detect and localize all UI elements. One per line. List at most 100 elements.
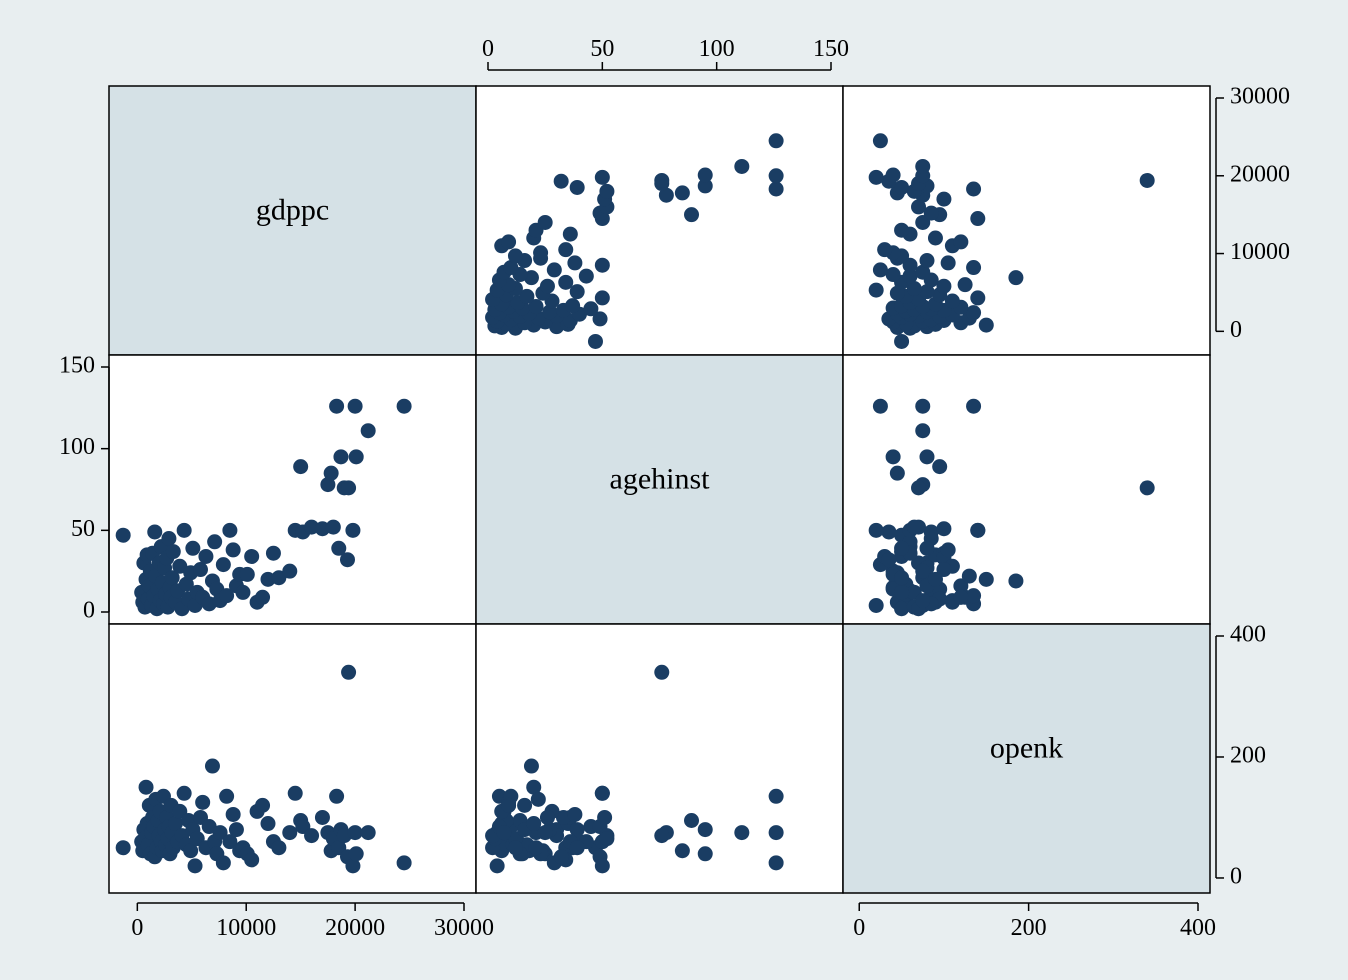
tick-label-left-50: 50 [71,516,95,542]
point-gdppc-vs-openk-31 [167,816,183,832]
point-agehinst-vs-openk-42 [539,809,555,825]
point-gdppc-vs-agehinst-36 [178,576,194,592]
point-agehinst-vs-gdppc-36 [519,288,535,304]
point-gdppc-vs-agehinst-60 [255,589,271,605]
point-openk-vs-gdppc-35 [970,290,986,306]
point-openk-vs-agehinst-67 [923,524,939,540]
point-gdppc-vs-openk-46 [204,758,220,774]
point-gdppc-vs-agehinst-81 [348,449,364,465]
point-openk-vs-agehinst-42 [936,562,952,578]
point-openk-vs-agehinst-51 [966,588,982,604]
point-gdppc-vs-agehinst-51 [219,588,235,604]
point-openk-vs-agehinst-53 [940,542,956,558]
point-openk-vs-gdppc-60 [953,234,969,250]
point-openk-vs-gdppc-82 [915,158,931,174]
point-gdppc-vs-agehinst-47 [207,534,223,550]
point-agehinst-vs-gdppc-73 [768,181,784,197]
point-openk-vs-gdppc-33 [944,293,960,309]
point-openk-vs-agehinst-60 [953,589,969,605]
point-agehinst-vs-gdppc-56 [507,248,523,264]
point-gdppc-vs-agehinst-77 [339,552,355,568]
point-agehinst-vs-gdppc-81 [697,167,713,183]
point-openk-vs-agehinst-83 [872,398,888,414]
point-gdppc-vs-openk-80 [347,825,363,841]
point-openk-vs-gdppc-40 [868,282,884,298]
point-agehinst-vs-gdppc-0 [587,333,603,349]
diagonal-panel-openk [842,623,1211,894]
point-openk-vs-gdppc-79 [868,169,884,185]
tick-label-left-150: 150 [59,353,95,379]
point-agehinst-vs-openk-66 [684,813,700,829]
point-gdppc-vs-agehinst-74 [331,540,347,556]
point-gdppc-vs-agehinst-63 [271,570,287,586]
tick-label-right-bottom-200: 200 [1230,742,1266,768]
point-agehinst-vs-openk-81 [697,846,713,862]
point-agehinst-vs-gdppc-53 [567,255,583,271]
scatter-markers [115,133,1155,874]
point-openk-vs-gdppc-46 [1008,270,1024,286]
point-openk-vs-agehinst-64 [915,563,931,579]
point-openk-vs-agehinst-56 [894,584,910,600]
point-agehinst-vs-openk-53 [567,806,583,822]
point-agehinst-vs-gdppc-47 [578,268,594,284]
point-gdppc-vs-agehinst-29 [164,570,180,586]
point-gdppc-vs-agehinst-71 [323,465,339,481]
tick-label-left-0: 0 [83,598,95,624]
point-gdppc-vs-openk-35 [176,785,192,801]
point-openk-vs-agehinst-40 [868,597,884,613]
point-agehinst-vs-openk-64 [537,825,553,841]
point-agehinst-vs-openk-49 [496,825,512,841]
point-openk-vs-agehinst-66 [932,459,948,475]
point-agehinst-vs-openk-74 [569,840,585,856]
point-openk-vs-agehinst-5 [978,571,994,587]
point-agehinst-vs-openk-14 [530,791,546,807]
point-openk-vs-agehinst-76 [911,480,927,496]
point-agehinst-vs-gdppc-83 [768,133,784,149]
point-agehinst-vs-gdppc-80 [768,168,784,184]
point-gdppc-vs-openk-81 [348,846,364,862]
point-openk-vs-agehinst-79 [868,522,884,538]
point-openk-vs-gdppc-47 [902,268,918,284]
point-gdppc-vs-openk-45 [201,819,217,835]
point-agehinst-vs-gdppc-70 [658,187,674,203]
point-gdppc-vs-openk-63 [271,840,287,856]
point-gdppc-vs-openk-79 [345,858,361,874]
point-gdppc-vs-openk-49 [212,825,228,841]
point-openk-vs-gdppc-53 [940,255,956,271]
point-openk-vs-gdppc-51 [966,260,982,276]
point-gdppc-vs-openk-69 [314,809,330,825]
point-agehinst-vs-openk-69 [597,809,613,825]
point-openk-vs-agehinst-75 [919,449,935,465]
point-gdppc-vs-openk-50 [215,855,231,871]
point-agehinst-vs-openk-39 [569,822,585,838]
point-agehinst-vs-gdppc-66 [684,207,700,223]
point-openk-vs-agehinst-61 [927,571,943,587]
point-openk-vs-agehinst-81 [885,449,901,465]
tick-label-bottom-left-20000: 20000 [325,915,385,941]
point-agehinst-vs-gdppc-58 [558,242,574,258]
tick-label-bottom-left-10000: 10000 [216,915,276,941]
tick-label-top-50: 50 [590,36,614,62]
point-openk-vs-gdppc-81 [885,167,901,183]
point-agehinst-vs-openk-71 [674,843,690,859]
point-gdppc-vs-agehinst-52 [222,522,238,538]
point-gdppc-vs-openk-53 [225,806,241,822]
point-gdppc-vs-agehinst-39 [185,540,201,556]
point-agehinst-vs-openk-75 [697,822,713,838]
point-openk-vs-gdppc-39 [919,284,935,300]
tick-label-bottom-left-0: 0 [131,915,143,941]
point-openk-vs-gdppc-49 [915,264,931,280]
point-agehinst-vs-openk-40 [489,858,505,874]
point-openk-vs-agehinst-8 [953,578,969,594]
point-agehinst-vs-openk-77 [553,849,569,865]
point-gdppc-vs-openk-40 [187,858,203,874]
point-gdppc-vs-agehinst-79 [345,522,361,538]
point-gdppc-vs-openk-5 [138,779,154,795]
point-gdppc-vs-openk-38 [183,843,199,859]
tick-label-right-bottom-0: 0 [1230,863,1242,889]
point-gdppc-vs-agehinst-70 [320,477,336,493]
point-gdppc-vs-agehinst-26 [161,531,177,546]
point-agehinst-vs-gdppc-74 [569,179,585,195]
point-agehinst-vs-openk-80 [768,825,784,841]
